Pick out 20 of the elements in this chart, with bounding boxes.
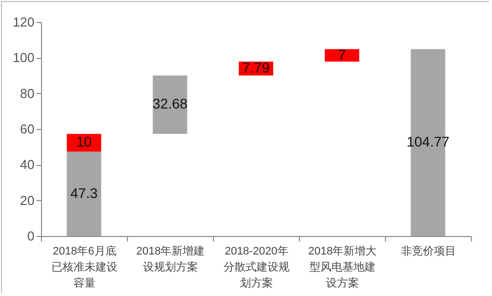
y-tick-label: 60 [20,122,34,136]
y-tick-label: 120 [12,14,34,30]
x-tick-label: 非竞价项目 [401,244,456,258]
data-label: 10 [76,134,92,150]
bar [66,152,102,236]
y-tick-label: 40 [20,157,34,172]
data-label: 7 [338,46,346,62]
data-label: 32.68 [152,96,188,112]
y-tick-label: 20 [20,192,34,208]
x-tick-label: 2018年新增大型风电基地建设方案 [308,244,377,290]
data-label: 7.79 [242,60,270,76]
bar [324,49,360,62]
y-tick-label: 80 [20,86,34,101]
y-tick-label: 100 [12,50,34,66]
x-tick-label: 2018-2020年分散式建设规划方案 [224,246,290,290]
x-tick-label: 2018年新增建设规划方案 [136,244,205,274]
data-label: 47.3 [70,184,98,201]
bar [152,76,188,134]
y-tick-label: 0 [27,228,34,244]
x-tick-label: 2018年6月底已核准未建设容量 [52,244,118,290]
